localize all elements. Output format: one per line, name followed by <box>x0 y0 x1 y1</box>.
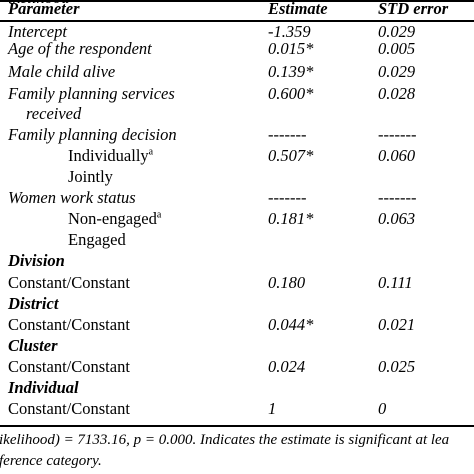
row-estimate: 0.044* <box>268 315 314 334</box>
table-row: Constant/Constant 0.044* 0.021 <box>0 314 474 336</box>
table-row: Intercept -1.359 0.029 <box>0 21 474 43</box>
row-label: Intercept <box>8 22 67 41</box>
section-heading: Individual <box>0 377 474 399</box>
header-estimate: Estimate <box>268 0 328 18</box>
cut-off-text: ikelihood <box>8 0 69 8</box>
table-row: Constant/Constant 0.024 0.025 <box>0 356 474 378</box>
row-label: Individuallya <box>68 146 154 165</box>
table-row: Male child alive 0.139* 0.029 <box>0 61 474 83</box>
row-estimate: 0.600* <box>268 84 314 103</box>
header-rule <box>0 20 474 22</box>
header-row: Parameter Estimate STD error <box>0 0 474 20</box>
table-row: Women work status ------- ------- <box>0 187 474 209</box>
row-std-error: ------- <box>378 125 417 144</box>
row-label: Women work status <box>8 188 136 207</box>
bottom-rule <box>0 425 474 427</box>
row-std-error: 0.060 <box>378 146 416 165</box>
section-heading: Division <box>0 250 474 272</box>
top-rule <box>0 0 474 2</box>
section-individual: Individual <box>8 378 79 397</box>
row-std-error: 0.005 <box>378 39 416 58</box>
table-row: Family planning decision ------- ------- <box>0 124 474 146</box>
row-std-error: 0.029 <box>378 22 416 41</box>
cut-off-header-text: ikelihood <box>0 0 474 9</box>
row-label: Male child alive <box>8 62 116 81</box>
row-label: Constant/Constant <box>8 273 130 292</box>
row-label: Constant/Constant <box>8 399 130 418</box>
row-std-error: 0.063 <box>378 209 416 228</box>
row-std-error: 0.028 <box>378 84 416 103</box>
section-district: District <box>8 294 59 313</box>
table-row: Constant/Constant 1 0 <box>0 398 474 420</box>
table-row: Individuallya 0.507* 0.060 <box>0 145 474 167</box>
header-std-error: STD error <box>378 0 449 18</box>
row-label: Family planning services <box>8 84 175 103</box>
reference-superscript: a <box>148 146 154 158</box>
section-heading: Cluster <box>0 335 474 357</box>
row-estimate: 0.015* <box>268 39 314 58</box>
row-std-error: 0.029 <box>378 62 416 81</box>
row-estimate: 0.024 <box>268 357 306 376</box>
row-label: Constant/Constant <box>8 315 130 334</box>
table-footnote-line2: ference category. <box>0 453 102 469</box>
row-label: Constant/Constant <box>8 357 130 376</box>
row-estimate: 0.180 <box>268 273 306 292</box>
row-estimate: 1 <box>268 399 277 418</box>
row-estimate: 0.139* <box>268 62 314 81</box>
row-estimate: ------- <box>268 188 307 207</box>
section-cluster: Cluster <box>8 336 58 355</box>
row-std-error: ------- <box>378 188 417 207</box>
row-label: Engaged <box>68 230 126 249</box>
table-row-continuation: received <box>0 103 474 125</box>
row-label: Jointly <box>68 167 113 186</box>
table-row: Family planning services 0.600* 0.028 <box>0 83 474 105</box>
table-row: Jointly <box>0 166 474 188</box>
row-std-error: 0.111 <box>378 273 413 292</box>
reference-superscript: a <box>156 209 162 221</box>
table-row: Age of the respondent 0.015* 0.005 <box>0 38 474 60</box>
section-heading: District <box>0 293 474 315</box>
header-parameter: Parameter <box>8 0 80 18</box>
table-row: Engaged <box>0 229 474 251</box>
row-estimate: 0.181* <box>268 209 314 228</box>
row-estimate: 0.507* <box>268 146 314 165</box>
row-label: Age of the respondent <box>8 39 152 58</box>
row-std-error: 0.025 <box>378 357 416 376</box>
row-estimate: ------- <box>268 125 307 144</box>
row-std-error: 0.021 <box>378 315 416 334</box>
section-division: Division <box>8 251 65 270</box>
table-row: Constant/Constant 0.180 0.111 <box>0 272 474 294</box>
row-label: Family planning decision <box>8 125 177 144</box>
table-footnote-line1: ikelihood) = 7133.16, p = 0.000. Indicat… <box>0 432 450 448</box>
row-std-error: 0 <box>378 399 387 418</box>
table-row: Non-engageda 0.181* 0.063 <box>0 208 474 230</box>
row-label: received <box>26 104 82 123</box>
row-estimate: -1.359 <box>268 22 311 41</box>
row-label: Non-engageda <box>68 209 162 228</box>
